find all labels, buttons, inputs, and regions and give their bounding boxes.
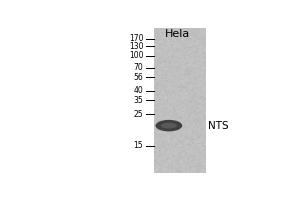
Text: 56: 56 (134, 73, 143, 82)
Text: 130: 130 (129, 42, 143, 51)
Text: 170: 170 (129, 34, 143, 43)
Text: 25: 25 (134, 110, 143, 119)
Text: 15: 15 (134, 141, 143, 150)
Ellipse shape (161, 123, 177, 129)
Text: NTS: NTS (208, 121, 229, 131)
Text: 40: 40 (134, 86, 143, 95)
Text: 70: 70 (134, 63, 143, 72)
Text: 35: 35 (134, 96, 143, 105)
Text: 100: 100 (129, 51, 143, 60)
Ellipse shape (155, 120, 182, 131)
Text: Hela: Hela (164, 29, 190, 39)
